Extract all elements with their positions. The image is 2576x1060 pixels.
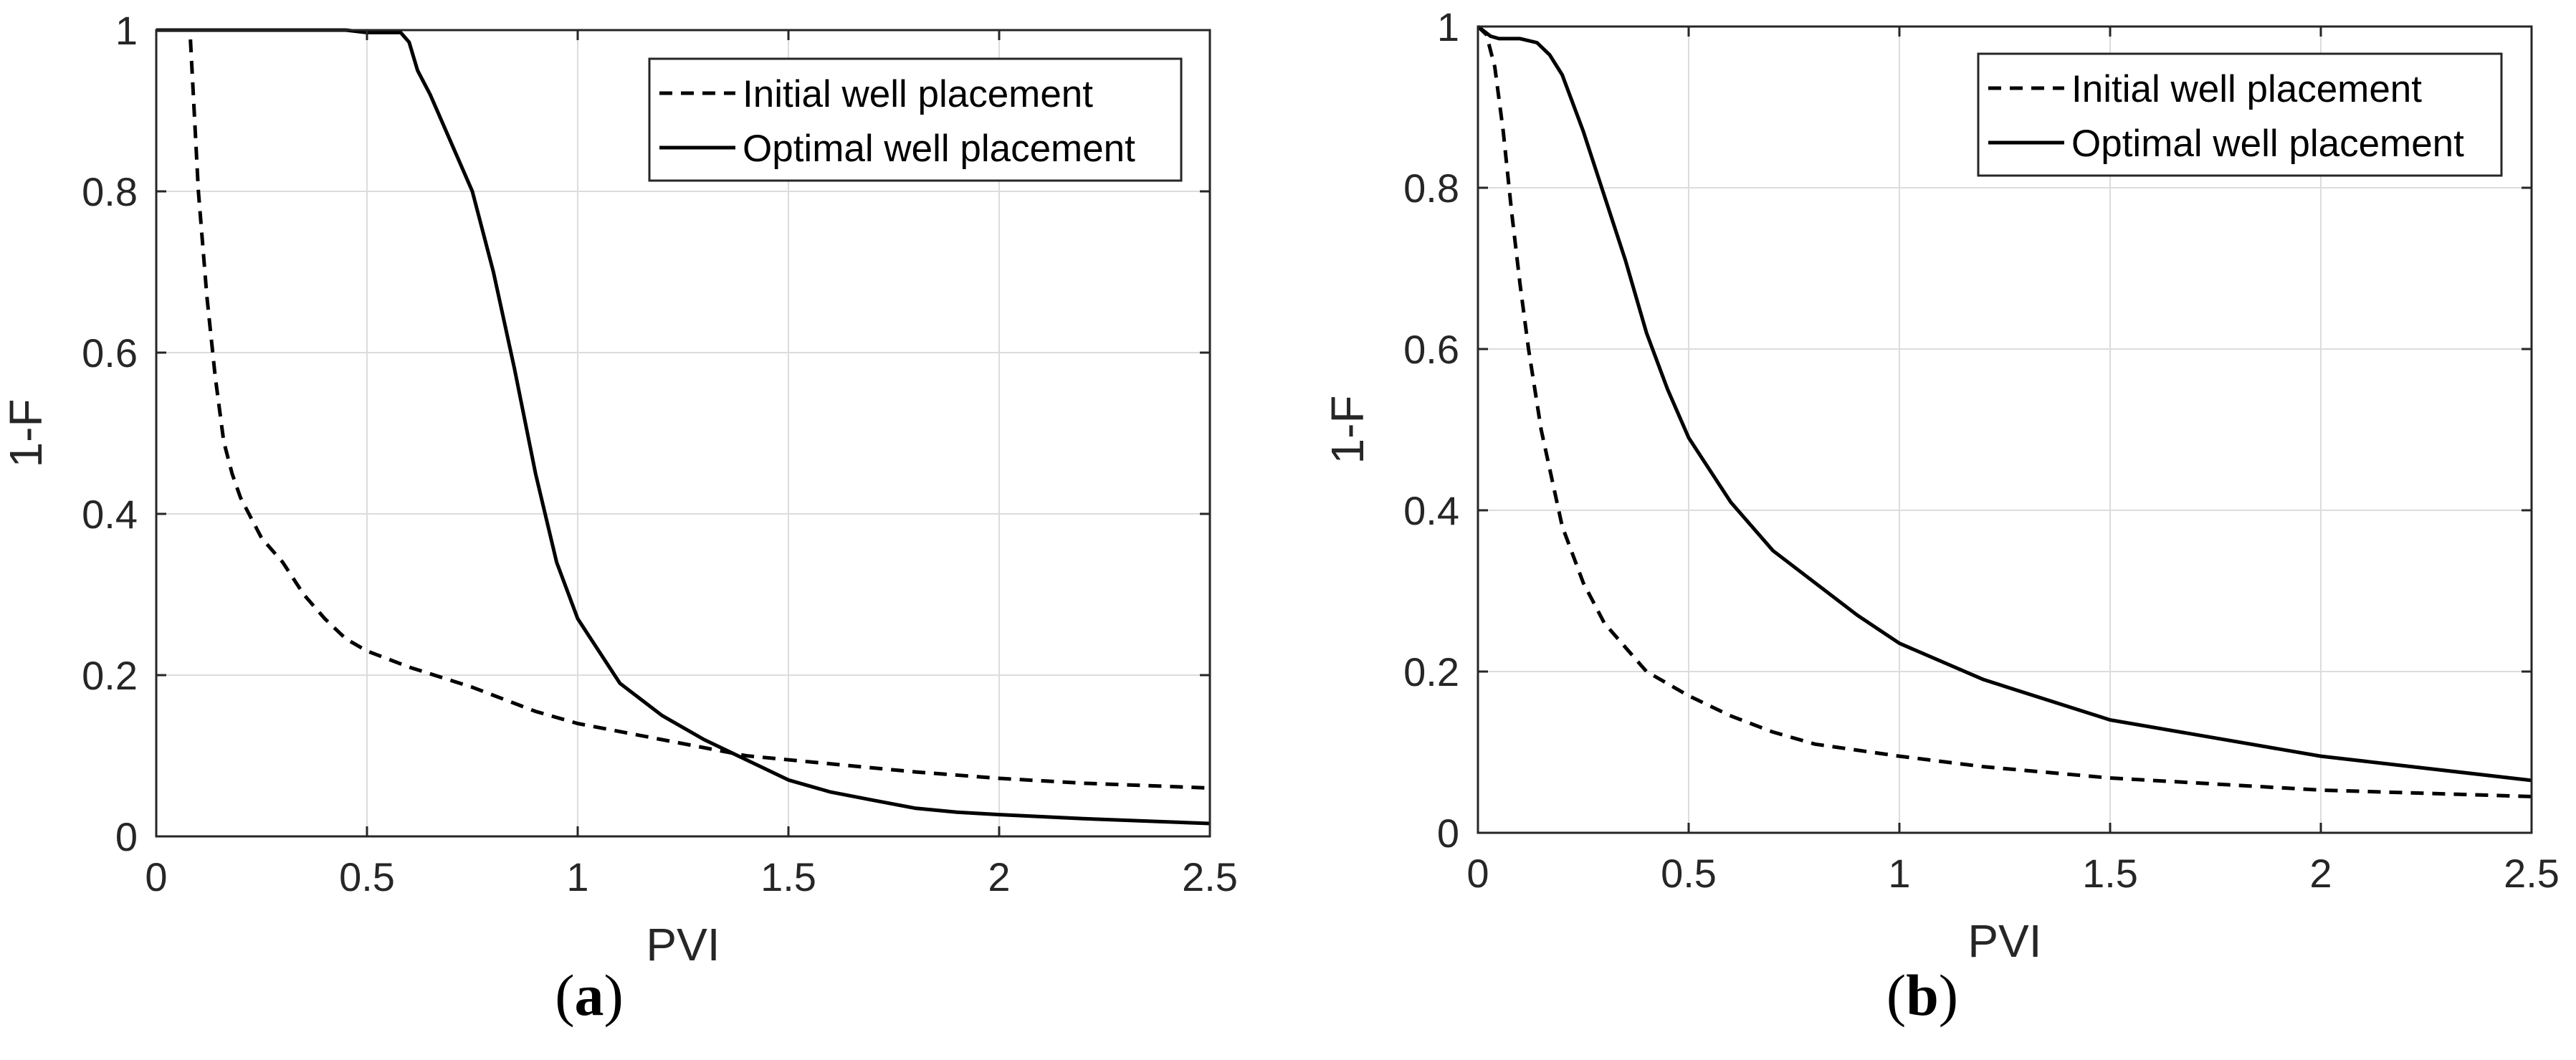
series-line-optimal	[156, 28, 1211, 826]
x-tick-label: 2.5	[2504, 851, 2560, 896]
axes-box	[1477, 25, 2533, 834]
y-axis-label: 1-F	[1322, 396, 1373, 464]
series-line-initial	[1477, 25, 2532, 798]
x-tick-label: 1	[1888, 851, 1910, 896]
y-tick-label: 1	[1437, 4, 1459, 49]
x-axis-label: PVI	[646, 919, 720, 970]
x-axis-label: PVI	[1967, 915, 2041, 967]
chart-panel-a: 0 0.5 1 1.5 2 2.5 0 0.2 0.4 0.6 0.8 1 PVI 1-F Initial …	[0, 8, 1238, 970]
axes-box	[155, 29, 1211, 838]
chart-panel-b: 0 0.5 1 1.5 2 2.5 0 0.2 0.4 0.6 0.8 1 PVI 1-F Initial …	[1322, 4, 2560, 967]
y-tick-label: 0	[1437, 811, 1459, 856]
y-tick-label: 0.8	[82, 169, 138, 214]
x-tick-label: 0	[1466, 851, 1489, 896]
y-tick-label: 0.6	[82, 330, 138, 376]
x-tick-label: 2	[2309, 851, 2332, 896]
series-line-optimal	[1477, 25, 2532, 783]
legend: Initial well placement Optimal well place…	[648, 57, 1183, 182]
y-tick-label: 1	[115, 8, 138, 53]
x-tick-label: 1	[566, 854, 588, 899]
x-tick-label: 1.5	[2082, 851, 2138, 896]
x-tick-label: 0.5	[1661, 851, 1717, 896]
y-tick-label: 0	[115, 814, 138, 859]
x-tick-label: 2	[988, 854, 1010, 899]
y-tick-label: 0.6	[1403, 327, 1459, 372]
legend-label: Optimal well placement	[743, 128, 1135, 170]
panel-caption-letter: b	[1906, 963, 1939, 1028]
y-tick-label: 0.4	[82, 492, 138, 537]
y-tick-label: 0.2	[1403, 649, 1459, 694]
panel-caption-b: (b)	[1886, 963, 1959, 1028]
x-tick-label: 0	[145, 854, 167, 899]
y-tick-label: 0.4	[1403, 488, 1459, 533]
y-tick-label: 0.8	[1403, 166, 1459, 211]
x-tick-label: 1.5	[760, 854, 816, 899]
y-axis-label: 1-F	[0, 399, 52, 468]
x-tick-label: 0.5	[339, 854, 395, 899]
y-tick-label: 0.2	[82, 653, 138, 698]
legend-box	[1977, 52, 2503, 177]
x-tick-label: 2.5	[1182, 854, 1238, 899]
legend-label: Initial well placement	[2071, 68, 2422, 110]
panel-caption-letter: a	[574, 963, 604, 1028]
legend-label: Optimal well placement	[2071, 123, 2464, 165]
panel-caption-a: (a)	[555, 963, 624, 1028]
legend-label: Initial well placement	[743, 73, 1093, 115]
series-line-initial	[156, 28, 1211, 790]
legend-box	[648, 57, 1183, 182]
legend: Initial well placement Optimal well place…	[1977, 52, 2503, 177]
